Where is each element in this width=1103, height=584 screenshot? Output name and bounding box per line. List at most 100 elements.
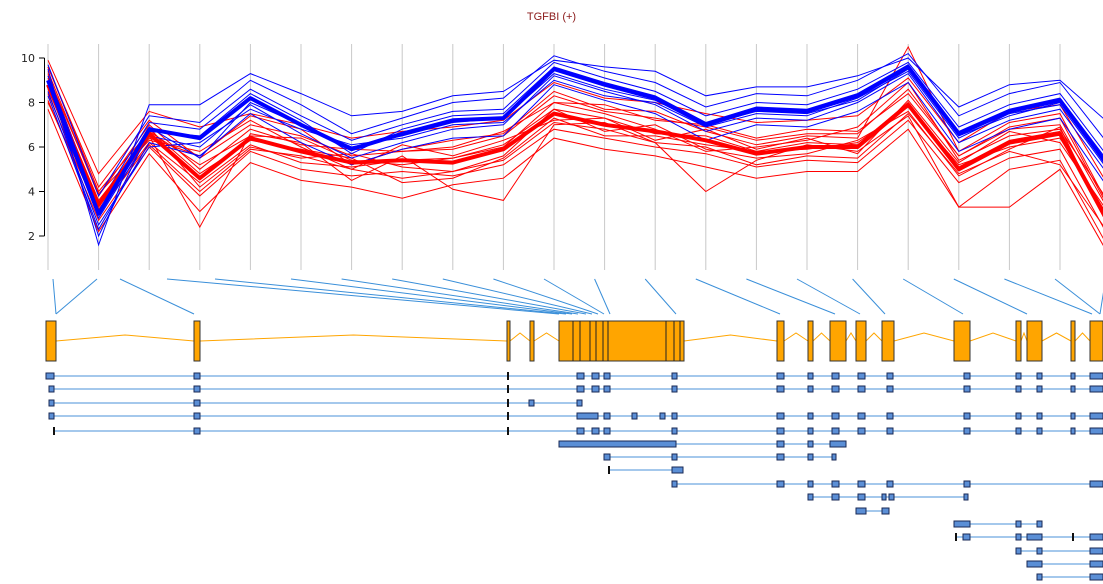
transcript-exon xyxy=(953,520,971,528)
exon-box xyxy=(45,320,57,362)
connector-line xyxy=(746,278,836,315)
transcript-exon xyxy=(1015,427,1022,435)
transcript-exon xyxy=(886,372,894,380)
transcript-exon xyxy=(1089,385,1103,393)
transcript-exon xyxy=(1089,533,1103,541)
transcript-exon xyxy=(1036,385,1043,393)
transcript-exon xyxy=(1089,573,1103,581)
transcript-exon xyxy=(671,453,678,461)
transcript-exon xyxy=(1015,412,1022,420)
transcript-exon xyxy=(193,372,201,380)
y-tick-label: 10 xyxy=(21,52,35,65)
transcript-exon xyxy=(576,399,583,407)
transcript-exon xyxy=(831,372,840,380)
transcript-exon xyxy=(193,412,201,420)
blue-sample-line xyxy=(47,81,1103,231)
transcript-exon xyxy=(831,427,840,435)
transcript-exon xyxy=(831,453,837,461)
connector-line xyxy=(442,278,593,315)
connector-line xyxy=(55,278,98,315)
connector-line xyxy=(52,278,57,315)
transcript-exon xyxy=(886,480,894,488)
transcript-exon xyxy=(1036,412,1043,420)
connector-line xyxy=(493,278,599,315)
intron-line xyxy=(812,332,831,342)
transcript-exon xyxy=(963,385,971,393)
transcript-exon xyxy=(807,453,814,461)
transcript-exon xyxy=(963,372,971,380)
transcript-exon xyxy=(1089,560,1103,568)
transcript-exon xyxy=(603,412,611,420)
transcript-exon xyxy=(776,412,785,420)
intron-line xyxy=(533,332,560,342)
transcript-row xyxy=(48,399,583,407)
intron-line xyxy=(1041,332,1072,342)
transcript-tracks xyxy=(45,372,1103,581)
transcript-exon xyxy=(963,427,971,435)
intron-line xyxy=(199,334,508,342)
transcript-exon xyxy=(857,493,866,501)
intron-line xyxy=(783,332,809,342)
transcript-marker xyxy=(53,427,55,435)
transcript-exon xyxy=(576,372,585,380)
transcript-exon xyxy=(1015,547,1022,555)
transcript-row xyxy=(53,427,1103,435)
intron-line xyxy=(683,334,778,342)
transcript-exon xyxy=(807,440,814,448)
intron-line xyxy=(845,332,857,342)
connector-line xyxy=(644,278,677,315)
chart-title: TGFBI (+) xyxy=(526,11,577,23)
transcript-marker xyxy=(608,466,610,474)
transcript-exon xyxy=(1070,372,1076,380)
transcript-exon xyxy=(1089,412,1103,420)
transcript-exon xyxy=(1070,412,1076,420)
transcript-exon xyxy=(776,480,785,488)
transcript-exon xyxy=(659,412,666,420)
transcript-exon xyxy=(193,427,201,435)
connector-line xyxy=(953,278,1028,315)
y-tick-label: 4 xyxy=(28,186,35,199)
connector-line xyxy=(214,278,567,315)
transcript-exon xyxy=(886,427,894,435)
exon-box xyxy=(829,320,847,362)
connector-line xyxy=(290,278,573,315)
transcript-exon xyxy=(776,385,785,393)
transcript-marker xyxy=(507,385,509,393)
transcript-exon xyxy=(831,480,840,488)
transcript-row xyxy=(48,412,1103,420)
transcript-exon xyxy=(576,385,585,393)
transcript-exon xyxy=(963,480,971,488)
exon-box xyxy=(506,320,511,362)
transcript-row xyxy=(955,533,1103,541)
transcript-exon xyxy=(671,466,684,474)
transcript-exon xyxy=(857,412,866,420)
transcript-row xyxy=(671,480,1103,488)
connector-line xyxy=(543,278,605,315)
probe-connectors xyxy=(52,278,1103,315)
transcript-exon xyxy=(591,427,600,435)
red-sample-line xyxy=(47,100,1103,228)
transcript-row xyxy=(1036,573,1103,581)
transcript-exon xyxy=(591,372,600,380)
transcript-row xyxy=(953,520,1043,528)
y-tick-label: 6 xyxy=(28,141,35,154)
red-sample-line xyxy=(47,102,1103,227)
connector-line xyxy=(594,278,611,315)
transcript-row xyxy=(45,372,1103,380)
mean-lines xyxy=(46,64,1103,218)
transcript-row xyxy=(855,507,890,515)
transcript-exon xyxy=(1089,547,1103,555)
connector-line xyxy=(695,278,781,315)
transcript-exon xyxy=(576,427,585,435)
transcript-exon xyxy=(671,372,678,380)
exon-box xyxy=(776,320,785,362)
exon-box xyxy=(193,320,201,362)
transcript-exon xyxy=(857,480,866,488)
connector-line xyxy=(1054,278,1101,315)
intron-line xyxy=(969,332,1017,342)
red-sample-line xyxy=(47,71,1103,202)
transcript-row xyxy=(603,453,837,461)
blue-mean-line xyxy=(46,64,1103,216)
exon-box xyxy=(558,320,685,362)
transcript-exon xyxy=(776,427,785,435)
